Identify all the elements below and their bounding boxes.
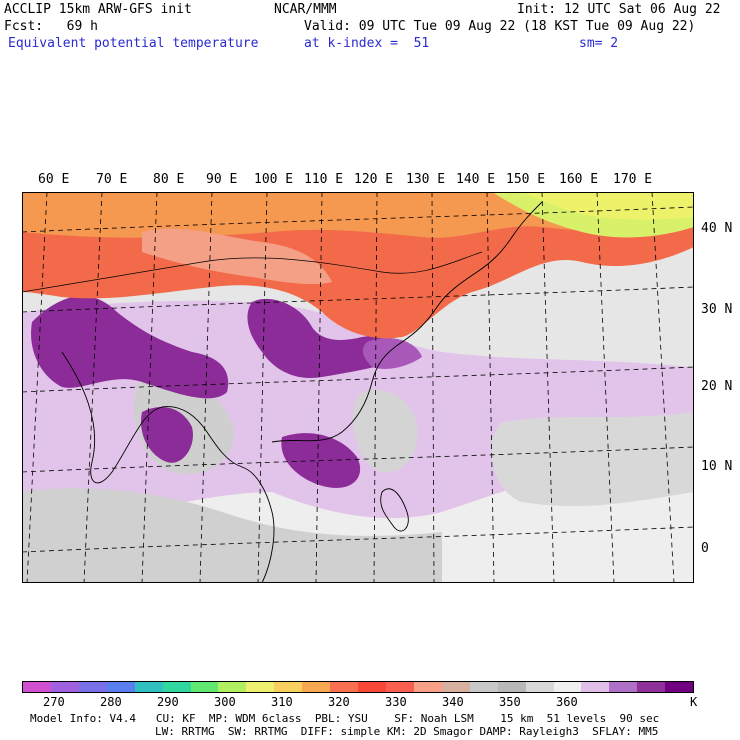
longitude-label: 60 E — [38, 172, 70, 187]
header-forecast-hour: Fcst: 69 h — [4, 19, 98, 34]
header-level: at k-index = 51 — [304, 36, 430, 51]
colorbar-swatch — [413, 682, 442, 692]
colorbar-swatch — [441, 682, 470, 692]
coastline-south-asia — [61, 351, 275, 583]
salmon-patch-mongolia — [142, 228, 332, 285]
header-init-time: Init: 12 UTC Sat 06 Aug 22 — [517, 2, 721, 17]
colorbar-swatch — [665, 682, 694, 692]
theta-e-map — [22, 192, 694, 583]
dry-patch-scs — [352, 389, 418, 473]
high-theta-e-yangtze — [362, 337, 422, 369]
longitude-label: 120 E — [354, 172, 394, 187]
colorbar-tick-label: 350 — [499, 695, 521, 709]
header-field-name: Equivalent potential temperature — [8, 36, 259, 51]
political-boundary — [22, 251, 483, 293]
colorbar-swatch — [274, 682, 303, 692]
colorbar-swatch — [330, 682, 359, 692]
cu-scheme: CU: KF — [155, 712, 196, 725]
latitude-label: 20 N — [701, 379, 733, 394]
colorbar-swatch — [358, 682, 386, 692]
lw-scheme: LW: RRTMG — [155, 725, 215, 738]
longitude-label: 100 E — [254, 172, 294, 187]
longitude-label: 80 E — [153, 172, 185, 187]
latitude-label: 40 N — [701, 221, 733, 236]
longitude-label: 140 E — [456, 172, 496, 187]
coastline-philippines — [380, 488, 409, 532]
colorbar-swatch — [302, 682, 331, 692]
dry-patch-pacific — [491, 412, 694, 507]
colorbar-swatch — [525, 682, 554, 692]
header-valid-time: Valid: 09 UTC Tue 09 Aug 22 (18 KST Tue … — [304, 19, 696, 34]
header-model-title: ACCLIP 15km ARW-GFS init — [4, 2, 192, 17]
colorbar-swatch — [162, 682, 191, 692]
colorbar-swatch — [134, 682, 163, 692]
high-theta-e-bay-of-bengal — [141, 407, 193, 463]
colorbar-swatch — [246, 682, 275, 692]
model-info-line2: LW: RRTMG SW: RRTMG DIFF: simple KM: 2D … — [155, 725, 658, 738]
colorbar-swatch — [106, 682, 135, 692]
colorbar-tick-label: 310 — [271, 695, 293, 709]
colorbar-tick-label: 360 — [556, 695, 578, 709]
colorbar-swatch — [190, 682, 219, 692]
colorbar-swatch — [637, 682, 666, 692]
sflay-scheme: SFLAY: MM5 — [592, 725, 659, 738]
dry-patch-south — [22, 488, 442, 583]
longitude-label: 70 E — [96, 172, 128, 187]
longitude-label: 160 E — [559, 172, 599, 187]
longitude-label: 150 E — [506, 172, 546, 187]
graticule — [22, 192, 694, 583]
coastline-japan — [476, 201, 543, 273]
longitude-label: 130 E — [406, 172, 446, 187]
colorbar-tick-label: 280 — [100, 695, 122, 709]
header-smoothing: sm= 2 — [579, 36, 619, 51]
model-version: Model Info: V4.4 — [30, 712, 136, 725]
colorbar-swatch — [218, 682, 247, 692]
colorbar-unit: K — [690, 695, 698, 709]
latitude-label: 0 — [701, 541, 709, 556]
latitude-label: 30 N — [701, 302, 733, 317]
sf-scheme: SF: Noah LSM — [394, 712, 474, 725]
coastline-east-asia — [271, 271, 478, 443]
damp-scheme: DAMP: Rayleigh3 — [479, 725, 579, 738]
sw-scheme: SW: RRTMG — [227, 725, 288, 738]
colorbar-swatch — [50, 682, 79, 692]
map-frame — [22, 192, 694, 583]
model-info-line1: Model Info: V4.4 CU: KF MP: WDM 6class P… — [30, 712, 659, 725]
levels: 51 levels — [546, 712, 607, 725]
colorbar — [22, 681, 694, 693]
colorbar-swatch — [581, 682, 610, 692]
longitude-label: 170 E — [613, 172, 653, 187]
colorbar-tick-label: 300 — [214, 695, 236, 709]
colorbar-swatch — [385, 682, 414, 692]
high-theta-e-himalaya — [31, 295, 229, 399]
colorbar-swatch — [78, 682, 107, 692]
resolution: 15 km — [500, 712, 534, 725]
longitude-label: 90 E — [206, 172, 238, 187]
pbl-scheme: PBL: YSU — [314, 712, 368, 725]
colorbar-swatch — [553, 682, 582, 692]
km-scheme: KM: 2D Smagor — [386, 725, 473, 738]
timestep: 90 sec — [619, 712, 660, 725]
colorbar-swatch — [469, 682, 498, 692]
colorbar-swatch — [23, 682, 51, 692]
colorbar-tick-label: 290 — [157, 695, 179, 709]
mp-scheme: MP: WDM 6class — [208, 712, 302, 725]
colorbar-tick-label: 270 — [43, 695, 65, 709]
longitude-label: 110 E — [304, 172, 344, 187]
colorbar-tick-label: 340 — [442, 695, 464, 709]
diff-scheme: DIFF: simple — [300, 725, 381, 738]
header-institution: NCAR/MMM — [274, 2, 337, 17]
latitude-label: 10 N — [701, 459, 733, 474]
yellow-ne — [522, 192, 694, 220]
colorbar-swatch — [609, 682, 638, 692]
colorbar-tick-label: 330 — [385, 695, 407, 709]
colorbar-swatch — [497, 682, 526, 692]
colorbar-tick-label: 320 — [328, 695, 350, 709]
